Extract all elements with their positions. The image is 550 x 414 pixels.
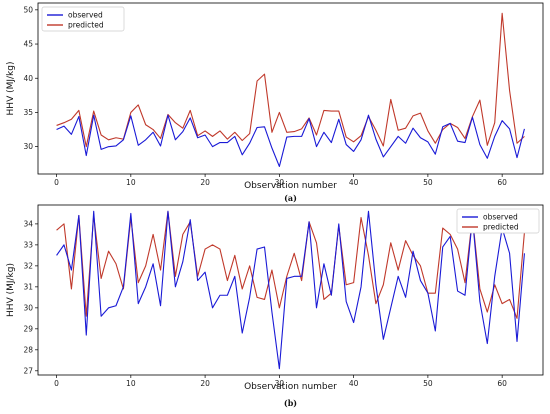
legend-label-observed: observed [483,213,518,222]
y-tick-label: 30 [23,303,33,312]
y-tick-label: 29 [23,324,33,333]
legend-label-observed: observed [68,11,103,20]
series-line-predicted [56,210,525,319]
panel-label: (a) [284,193,297,203]
x-tick-label: 10 [126,379,136,388]
series-line-observed [56,210,525,370]
series-line-predicted [56,12,525,148]
x-tick-label: 10 [126,178,136,187]
chart-panel-b: 0 10 20 30 40 50 60 27 28 29 30 31 32 33 34 Observation… [6,204,544,408]
x-tick-label: 50 [423,178,433,187]
x-tick-label: 0 [54,178,59,187]
y-tick-label: 32 [23,261,33,270]
series-line-observed [56,114,525,168]
y-tick-label: 34 [23,219,33,228]
x-tick-label: 60 [497,178,507,187]
y-tick-label: 31 [23,282,33,291]
y-tick-label: 30 [23,142,33,151]
y-tick-label: 33 [23,240,33,249]
x-tick-label: 0 [54,379,59,388]
y-tick-label: 45 [23,40,33,49]
x-tick-label: 20 [200,178,210,187]
x-tick-label: 60 [497,379,507,388]
legend-label-predicted: predicted [483,223,519,232]
x-tick-label: 40 [349,379,359,388]
y-tick-label: 28 [23,345,33,354]
x-tick-label: 30 [275,379,285,388]
y-tick-label: 35 [23,108,33,117]
x-tick-label: 40 [349,178,359,187]
x-tick-label: 50 [423,379,433,388]
panel-label: (b) [284,398,297,408]
y-tick-label: 50 [23,5,33,14]
plot-area-frame [37,204,544,376]
x-tick-label: 30 [275,178,285,187]
legend-label-predicted: predicted [68,21,104,30]
chart-panel-a: 0 10 20 30 40 50 60 30 35 40 45 50 Observation numbe… [6,2,544,203]
x-tick-label: 20 [200,379,210,388]
plot-area-frame [37,2,544,175]
x-axis-label: Observation number [244,382,337,392]
y-tick-label: 40 [23,74,33,83]
x-axis-label: Observation number [244,181,337,191]
y-axis-label: HHV (MJ/kg) [6,62,16,116]
y-axis-label: HHV (MJ/kg) [6,263,16,317]
y-tick-label: 27 [23,366,33,375]
